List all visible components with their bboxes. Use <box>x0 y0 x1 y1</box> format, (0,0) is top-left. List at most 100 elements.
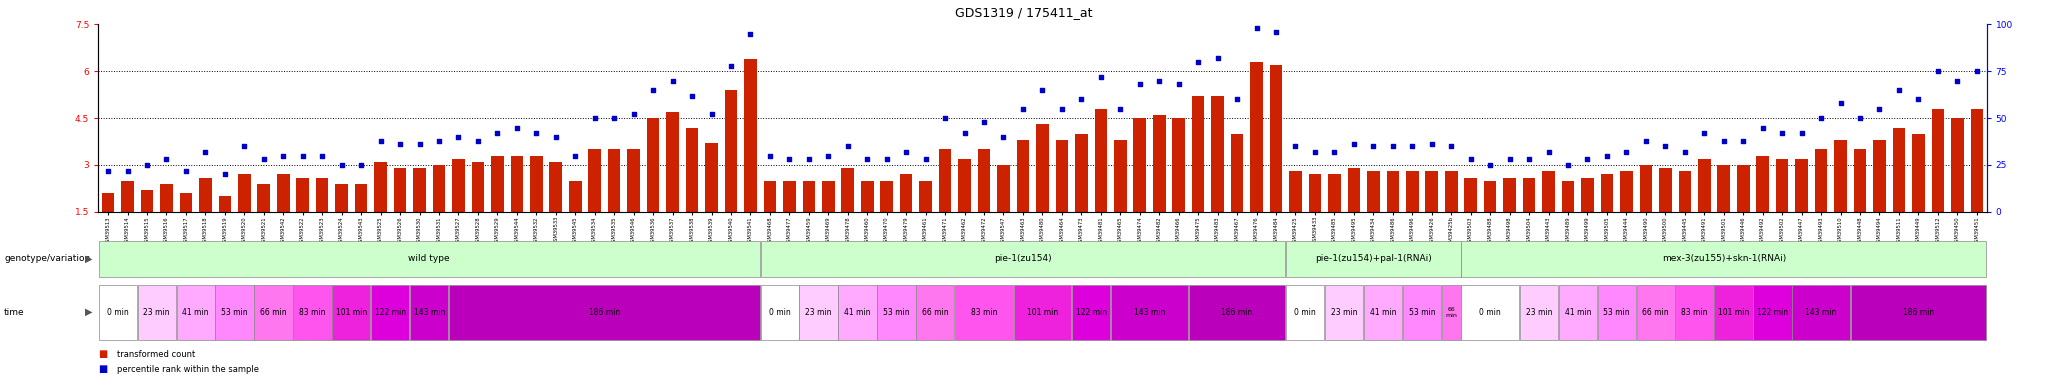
Bar <box>1776 159 1788 212</box>
Point <box>248 156 281 162</box>
Bar <box>1055 140 1069 212</box>
Bar <box>799 285 838 339</box>
Point <box>500 124 532 130</box>
Bar <box>1952 118 1964 212</box>
Bar <box>666 112 678 212</box>
Bar <box>1016 140 1030 212</box>
Bar <box>1714 285 1753 339</box>
Point <box>1065 96 1098 102</box>
Bar <box>838 285 877 339</box>
Point <box>1804 115 1837 121</box>
Text: mex-3(zu155)+skn-1(RNAi): mex-3(zu155)+skn-1(RNAi) <box>1661 254 1786 263</box>
Point <box>637 87 670 93</box>
Bar <box>1210 96 1225 212</box>
Bar <box>1188 285 1286 339</box>
Point <box>1006 106 1038 112</box>
Point <box>1202 55 1235 61</box>
Text: 122 min: 122 min <box>1075 308 1106 316</box>
Text: 53 min: 53 min <box>1604 308 1630 316</box>
Bar <box>1071 285 1110 339</box>
Bar <box>137 285 176 339</box>
Text: 186 min: 186 min <box>1903 308 1933 316</box>
Point <box>1376 143 1409 149</box>
Bar <box>238 174 250 212</box>
Bar <box>1620 171 1632 212</box>
Text: ■: ■ <box>98 350 109 359</box>
Text: 23 min: 23 min <box>143 308 170 316</box>
Bar <box>997 165 1010 212</box>
Point <box>1726 138 1759 144</box>
Text: pie-1(zu154): pie-1(zu154) <box>993 254 1053 263</box>
Text: 143 min: 143 min <box>1135 308 1165 316</box>
Text: 83 min: 83 min <box>299 308 326 316</box>
Bar <box>1659 168 1671 212</box>
Point <box>1475 162 1507 168</box>
Bar <box>1892 128 1905 212</box>
Bar <box>1153 115 1165 212</box>
Bar <box>1309 174 1321 212</box>
Point <box>1571 156 1604 162</box>
Point <box>188 149 221 155</box>
Bar <box>915 285 954 339</box>
Point <box>715 63 748 69</box>
Bar <box>647 118 659 212</box>
Text: 53 min: 53 min <box>883 308 909 316</box>
Point <box>111 168 143 174</box>
Point <box>422 138 455 144</box>
Bar <box>215 285 254 339</box>
Point <box>150 156 182 162</box>
Text: pie-1(zu154)+pal-1(RNAi): pie-1(zu154)+pal-1(RNAi) <box>1315 254 1432 263</box>
Bar <box>569 181 582 212</box>
Point <box>1786 130 1819 136</box>
Bar <box>1679 171 1692 212</box>
Point <box>1864 106 1896 112</box>
Point <box>850 156 883 162</box>
Text: 0 min: 0 min <box>768 308 791 316</box>
Bar <box>121 181 133 212</box>
Bar <box>1133 118 1147 212</box>
Point <box>1280 143 1313 149</box>
Point <box>266 153 299 159</box>
Point <box>948 130 981 136</box>
Text: 101 min: 101 min <box>1026 308 1059 316</box>
Point <box>1337 141 1370 147</box>
Bar <box>1192 96 1204 212</box>
Point <box>793 156 825 162</box>
Text: 101 min: 101 min <box>1718 308 1749 316</box>
Point <box>831 143 864 149</box>
Point <box>326 162 358 168</box>
Bar <box>743 59 758 212</box>
Bar <box>276 174 289 212</box>
Bar <box>899 174 913 212</box>
Point <box>1921 68 1954 74</box>
Bar <box>1559 285 1597 339</box>
Bar <box>1366 171 1380 212</box>
Text: 66 min: 66 min <box>922 308 948 316</box>
Bar <box>1757 156 1769 212</box>
Point <box>1182 59 1214 65</box>
Point <box>1708 138 1741 144</box>
Point <box>1047 106 1079 112</box>
Bar <box>432 165 444 212</box>
Bar <box>1737 165 1749 212</box>
Bar <box>293 285 332 339</box>
Bar <box>1636 285 1675 339</box>
Point <box>1319 149 1352 155</box>
Bar <box>920 181 932 212</box>
Bar <box>530 156 543 212</box>
Bar <box>764 181 776 212</box>
Text: 186 min: 186 min <box>1221 308 1253 316</box>
Point <box>170 168 203 174</box>
Bar <box>98 285 137 339</box>
Point <box>967 119 999 125</box>
Text: ▶: ▶ <box>84 307 92 317</box>
Bar <box>1094 109 1108 212</box>
Text: time: time <box>4 308 25 316</box>
Point <box>442 134 475 140</box>
Point <box>1026 87 1059 93</box>
Bar <box>180 193 193 212</box>
Bar <box>1114 140 1126 212</box>
Bar <box>1796 159 1808 212</box>
Bar <box>1597 285 1636 339</box>
Bar <box>1581 177 1593 212</box>
